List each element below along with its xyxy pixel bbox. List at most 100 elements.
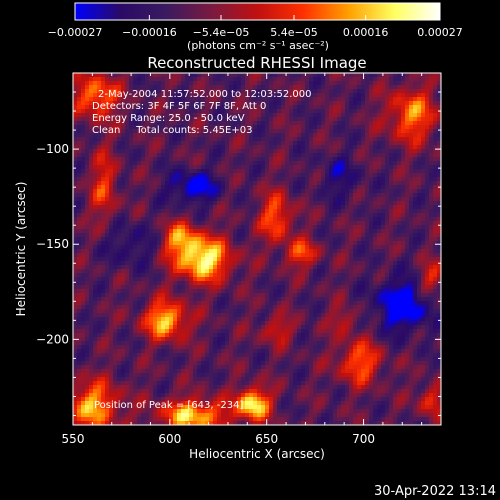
heatmap-cell bbox=[297, 257, 302, 262]
heatmap-cell bbox=[313, 137, 318, 142]
heatmap-cell bbox=[437, 117, 441, 122]
heatmap-cell bbox=[301, 149, 306, 154]
heatmap-cell bbox=[341, 225, 346, 230]
heatmap-cell bbox=[197, 201, 202, 206]
heatmap-cell bbox=[153, 205, 158, 210]
heatmap-cell bbox=[245, 149, 250, 154]
heatmap-cell bbox=[269, 137, 274, 142]
heatmap-cell bbox=[233, 165, 238, 170]
heatmap-cell bbox=[337, 73, 342, 78]
heatmap-cell bbox=[73, 201, 78, 206]
heatmap-cell bbox=[393, 189, 398, 194]
heatmap-cell bbox=[77, 101, 82, 106]
heatmap-cell bbox=[261, 145, 266, 150]
heatmap-cell bbox=[321, 105, 326, 110]
heatmap-cell bbox=[161, 137, 166, 142]
heatmap-cell bbox=[201, 145, 206, 150]
heatmap-cell bbox=[297, 205, 302, 210]
heatmap-cell bbox=[437, 145, 441, 150]
heatmap-cell bbox=[105, 121, 110, 126]
heatmap-cell bbox=[133, 285, 138, 290]
heatmap-cell bbox=[421, 265, 426, 270]
heatmap-cell bbox=[73, 217, 78, 222]
heatmap-cell bbox=[281, 233, 286, 238]
heatmap-cell bbox=[309, 249, 314, 254]
heatmap-cell bbox=[201, 101, 206, 106]
heatmap-cell bbox=[245, 237, 250, 242]
heatmap-cell bbox=[309, 165, 314, 170]
heatmap-cell bbox=[193, 113, 198, 118]
heatmap-cell bbox=[357, 173, 362, 178]
heatmap-cell bbox=[145, 257, 150, 262]
heatmap-cell bbox=[109, 213, 114, 218]
heatmap-cell bbox=[101, 89, 106, 94]
heatmap-cell bbox=[209, 193, 214, 198]
heatmap-cell bbox=[349, 193, 354, 198]
heatmap-cell bbox=[161, 117, 166, 122]
heatmap-cell bbox=[265, 193, 270, 198]
heatmap-cell bbox=[217, 265, 222, 270]
heatmap-cell bbox=[361, 117, 366, 122]
heatmap-cell bbox=[153, 93, 158, 98]
heatmap-cell bbox=[181, 205, 186, 210]
heatmap-cell bbox=[121, 137, 126, 142]
heatmap-cell bbox=[405, 161, 410, 166]
heatmap-cell bbox=[193, 173, 198, 178]
heatmap-cell bbox=[185, 81, 190, 86]
heatmap-cell bbox=[297, 281, 302, 286]
heatmap-cell bbox=[169, 185, 174, 190]
heatmap-cell bbox=[137, 149, 142, 154]
heatmap-cell bbox=[157, 205, 162, 210]
heatmap-cell bbox=[361, 137, 366, 142]
heatmap-cell bbox=[217, 149, 222, 154]
heatmap-cell bbox=[193, 181, 198, 186]
heatmap-cell bbox=[353, 237, 358, 242]
heatmap-cell bbox=[405, 277, 410, 282]
heatmap-cell bbox=[173, 117, 178, 122]
heatmap-cell bbox=[113, 265, 118, 270]
heatmap-cell bbox=[277, 225, 282, 230]
heatmap-cell bbox=[429, 73, 434, 78]
heatmap-cell bbox=[145, 117, 150, 122]
heatmap-cell bbox=[201, 89, 206, 94]
heatmap-cell bbox=[77, 121, 82, 126]
heatmap-cell bbox=[149, 133, 154, 138]
heatmap-cell bbox=[405, 253, 410, 258]
heatmap-cell bbox=[321, 173, 326, 178]
heatmap-cell bbox=[177, 209, 182, 214]
heatmap-cell bbox=[293, 241, 298, 246]
heatmap-cell bbox=[121, 177, 126, 182]
heatmap-cell bbox=[169, 201, 174, 206]
heatmap-cell bbox=[137, 181, 142, 186]
heatmap-cell bbox=[173, 265, 178, 270]
heatmap-cell bbox=[293, 205, 298, 210]
heatmap-cell bbox=[321, 89, 326, 94]
heatmap-cell bbox=[201, 149, 206, 154]
heatmap-cell bbox=[165, 233, 170, 238]
heatmap-cell bbox=[437, 265, 441, 270]
heatmap-cell bbox=[405, 137, 410, 142]
heatmap-cell bbox=[417, 277, 422, 282]
heatmap-cell bbox=[185, 269, 190, 274]
heatmap-cell bbox=[249, 105, 254, 110]
heatmap-cell bbox=[193, 157, 198, 162]
heatmap-cell bbox=[209, 265, 214, 270]
heatmap-cell bbox=[365, 129, 370, 134]
heatmap-cell bbox=[393, 269, 398, 274]
heatmap-cell bbox=[273, 205, 278, 210]
heatmap-cell bbox=[329, 245, 334, 250]
heatmap-cell bbox=[333, 169, 338, 174]
heatmap-cell bbox=[229, 273, 234, 278]
heatmap-cell bbox=[289, 109, 294, 114]
heatmap-cell bbox=[229, 165, 234, 170]
heatmap-cell bbox=[209, 229, 214, 234]
heatmap-cell bbox=[405, 221, 410, 226]
heatmap-cell bbox=[405, 81, 410, 86]
heatmap-cell bbox=[109, 193, 114, 198]
heatmap-cell bbox=[117, 185, 122, 190]
heatmap-cell bbox=[301, 241, 306, 246]
heatmap-cell bbox=[265, 161, 270, 166]
heatmap-cell bbox=[265, 197, 270, 202]
heatmap-cell bbox=[429, 229, 434, 234]
heatmap-cell bbox=[321, 109, 326, 114]
